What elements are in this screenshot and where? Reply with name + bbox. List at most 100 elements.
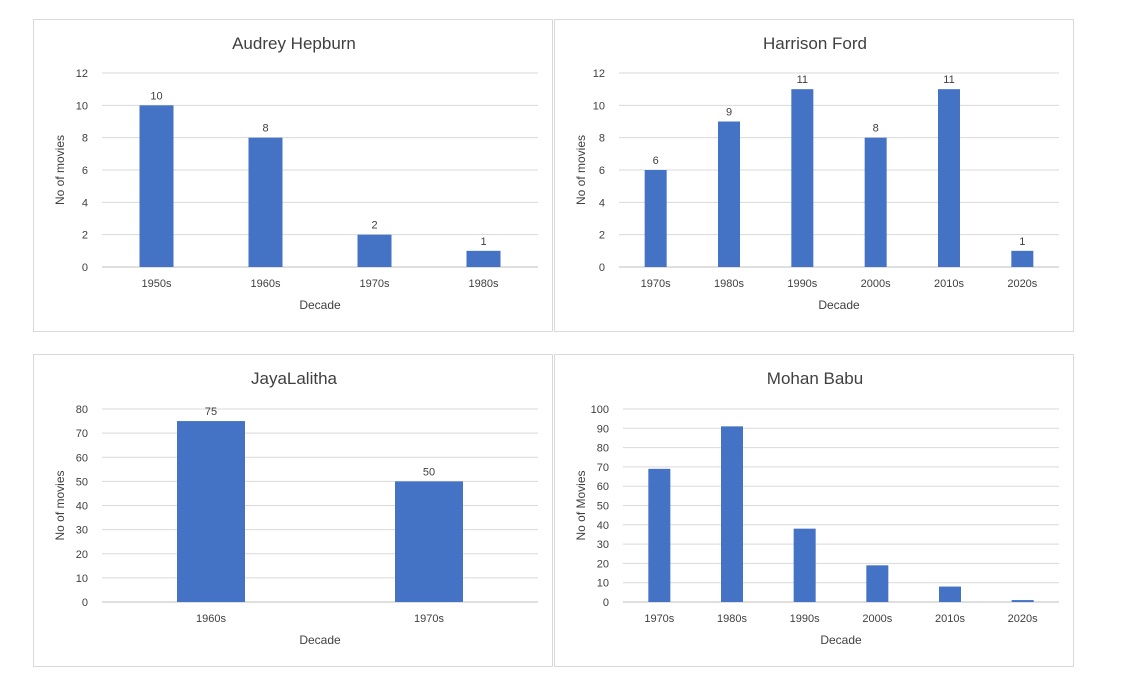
data-label: 8 <box>262 123 268 135</box>
x-tick-label: 2010s <box>935 613 965 625</box>
x-axis-title: Decade <box>299 633 341 647</box>
bar <box>177 421 245 602</box>
chart-panel-harrison-ford: Harrison Ford 0 2 4 6 8 10 12 1970s 6 1980s 9 1990s 1… <box>554 19 1074 332</box>
y-tick-label: 8 <box>82 133 88 145</box>
bar <box>864 137 887 267</box>
bar <box>1011 250 1034 267</box>
data-label: 75 <box>205 406 217 418</box>
y-tick-label: 10 <box>593 100 605 112</box>
bar <box>248 137 283 267</box>
y-tick-label: 0 <box>603 597 609 609</box>
y-tick-label: 70 <box>76 428 88 440</box>
x-tick-label: 1980s <box>469 278 499 290</box>
y-tick-label: 40 <box>76 501 88 513</box>
chart-svg: Audrey Hepburn0246810121950s101960s81970… <box>53 34 538 312</box>
y-tick-label: 20 <box>76 549 88 561</box>
y-tick-label: 10 <box>76 100 88 112</box>
y-tick-label: 80 <box>76 404 88 416</box>
bar <box>466 250 501 267</box>
bar <box>939 586 961 602</box>
data-label: 11 <box>943 74 954 86</box>
y-axis-title: No of movies <box>53 135 67 205</box>
y-tick-label: 0 <box>82 262 88 274</box>
y-tick-label: 4 <box>82 197 88 209</box>
data-label: 1 <box>1019 236 1025 248</box>
y-tick-label: 0 <box>82 597 88 609</box>
bar <box>866 565 889 602</box>
y-tick-label: 100 <box>591 404 609 416</box>
y-tick-label: 60 <box>76 452 88 464</box>
x-tick-label: 1960s <box>251 278 281 290</box>
bar <box>791 89 814 268</box>
y-tick-label: 2 <box>82 230 88 242</box>
data-label: 9 <box>726 107 732 119</box>
bar <box>1011 600 1034 602</box>
y-tick-label: 20 <box>597 558 609 570</box>
x-tick-label: 1970s <box>414 613 444 625</box>
chart-title: Audrey Hepburn <box>232 34 356 53</box>
x-axis-title: Decade <box>820 633 862 647</box>
x-tick-label: 1970s <box>641 278 671 290</box>
chart-title: JayaLalitha <box>251 369 338 388</box>
chart-svg: Mohan Babu 0 10 20 30 40 50 60 70 80 90 100 1970s 198… <box>574 369 1059 647</box>
x-tick-label: 2010s <box>934 278 964 290</box>
x-tick-label: 2000s <box>861 278 891 290</box>
y-tick-label: 90 <box>597 423 609 435</box>
x-tick-label: 2020s <box>1008 613 1038 625</box>
y-tick-label: 30 <box>597 539 609 551</box>
x-tick-label: 2000s <box>862 613 892 625</box>
y-tick-label: 40 <box>597 520 609 532</box>
y-tick-label: 0 <box>599 262 605 274</box>
x-tick-label: 1990s <box>787 278 817 290</box>
x-tick-label: 1980s <box>717 613 747 625</box>
chart-panel-audrey-hepburn: Audrey Hepburn 0 2 4 6 8 10 12 1950s 10 1960s 8 1970… <box>33 19 553 332</box>
x-tick-label: 1960s <box>196 613 226 625</box>
y-tick-label: 80 <box>597 443 609 455</box>
x-axis-title: Decade <box>299 298 341 312</box>
y-tick-label: 30 <box>76 525 88 537</box>
x-tick-label: 2020s <box>1007 278 1037 290</box>
y-axis-title: No of movies <box>574 135 588 205</box>
bar <box>139 105 174 267</box>
data-label: 1 <box>480 236 486 248</box>
x-tick-label: 1970s <box>644 613 674 625</box>
y-tick-label: 50 <box>597 501 609 513</box>
x-tick-label: 1970s <box>360 278 390 290</box>
y-tick-label: 12 <box>76 68 88 80</box>
chart-title: Mohan Babu <box>767 369 863 388</box>
bar <box>718 121 740 267</box>
bar <box>357 234 392 267</box>
bar <box>395 481 463 602</box>
x-tick-label: 1950s <box>142 278 172 290</box>
data-label: 6 <box>653 155 659 167</box>
y-tick-label: 60 <box>597 481 609 493</box>
bar <box>721 426 743 602</box>
y-tick-label: 4 <box>599 197 605 209</box>
data-label: 11 <box>797 74 808 86</box>
y-axis-title: No of Movies <box>574 470 588 540</box>
y-axis-title: No of movies <box>53 470 67 540</box>
y-tick-label: 10 <box>76 573 88 585</box>
bar <box>938 89 960 268</box>
y-tick-label: 8 <box>599 133 605 145</box>
chart-panel-jayalalitha: JayaLalitha 0 10 20 30 40 50 60 70 80 1960s 75 1970s… <box>33 354 553 667</box>
x-tick-label: 1980s <box>714 278 744 290</box>
x-axis-title: Decade <box>818 298 860 312</box>
y-tick-label: 6 <box>82 165 88 177</box>
y-tick-label: 50 <box>76 476 88 488</box>
data-label: 10 <box>150 90 162 102</box>
y-tick-label: 6 <box>599 165 605 177</box>
data-label: 2 <box>371 220 377 232</box>
chart-svg: Harrison Ford 0 2 4 6 8 10 12 1970s 6 1980s 9 1990s 1… <box>574 34 1059 312</box>
bar <box>793 528 816 602</box>
chart-title: Harrison Ford <box>763 34 867 53</box>
y-tick-label: 10 <box>597 578 609 590</box>
chart-panel-mohan-babu: Mohan Babu 0 10 20 30 40 50 60 70 80 90 100 1970s 198… <box>554 354 1074 667</box>
bar <box>648 468 671 602</box>
y-tick-label: 70 <box>597 462 609 474</box>
data-label: 8 <box>873 123 879 135</box>
data-label: 50 <box>423 466 435 478</box>
bar <box>644 170 667 267</box>
y-tick-label: 2 <box>599 230 605 242</box>
x-tick-label: 1990s <box>790 613 820 625</box>
